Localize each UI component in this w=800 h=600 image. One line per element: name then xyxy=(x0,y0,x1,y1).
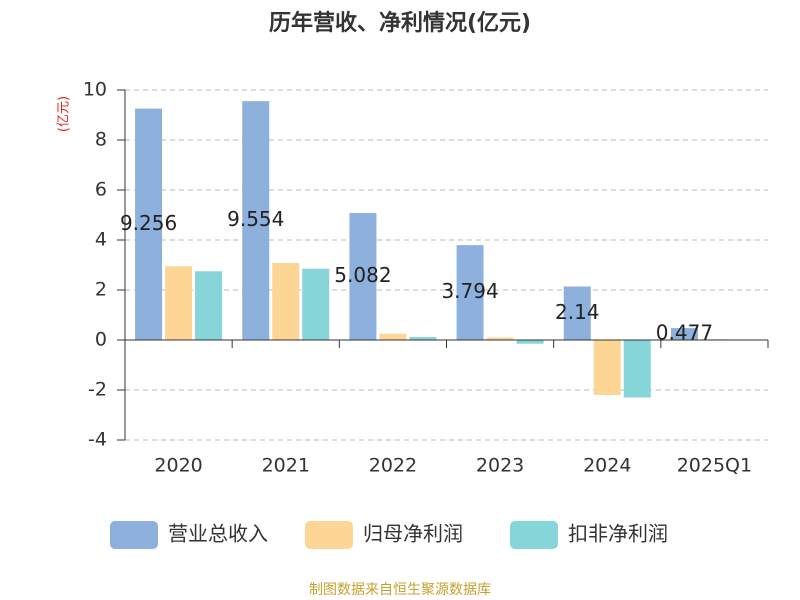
y-tick-label: 0 xyxy=(95,329,107,351)
bar xyxy=(486,337,514,340)
legend-label: 扣非净利润 xyxy=(568,522,668,546)
x-tick-label: 2025Q1 xyxy=(677,455,752,477)
data-label: 5.082 xyxy=(334,263,391,287)
bar xyxy=(623,340,651,398)
chart-title: 历年营收、净利情况(亿元) xyxy=(269,10,531,36)
bar xyxy=(195,271,223,340)
bar xyxy=(456,245,484,340)
data-label: 9.256 xyxy=(120,211,177,235)
x-tick-label: 2021 xyxy=(262,455,310,477)
x-tick-label: 2020 xyxy=(154,455,202,477)
bar xyxy=(409,337,437,340)
x-tick-label: 2024 xyxy=(583,455,631,477)
data-label: 2.14 xyxy=(555,300,600,324)
y-tick-label: 4 xyxy=(95,229,107,251)
y-tick-label: 10 xyxy=(83,79,107,101)
source-note: 制图数据来自恒生聚源数据库 xyxy=(309,582,491,598)
x-tick-label: 2022 xyxy=(369,455,417,477)
legend-swatch xyxy=(305,521,353,549)
data-label: 0.477 xyxy=(656,321,713,345)
bar xyxy=(349,212,377,340)
x-tick-label: 2023 xyxy=(476,455,524,477)
y-tick-label: -4 xyxy=(88,429,107,451)
bar xyxy=(670,328,698,340)
bar xyxy=(242,101,270,341)
bar xyxy=(165,266,193,340)
legend-swatch xyxy=(110,521,158,549)
data-label: 3.794 xyxy=(441,279,498,303)
legend-label: 营业总收入 xyxy=(168,522,268,546)
bar xyxy=(272,263,300,340)
y-tick-label: 8 xyxy=(95,129,107,151)
y-tick-label: 2 xyxy=(95,279,107,301)
bar xyxy=(302,268,330,340)
y-tick-label: -2 xyxy=(88,379,107,401)
legend-swatch xyxy=(510,521,558,549)
legend-label: 归母净利润 xyxy=(363,522,463,546)
bar xyxy=(563,286,591,340)
y-tick-label: 6 xyxy=(95,179,107,201)
y-axis-label: (亿元) xyxy=(57,96,72,132)
bar xyxy=(516,340,544,344)
bar xyxy=(593,340,621,395)
bar xyxy=(135,108,163,340)
bar xyxy=(379,333,407,340)
data-label: 9.554 xyxy=(227,207,284,231)
